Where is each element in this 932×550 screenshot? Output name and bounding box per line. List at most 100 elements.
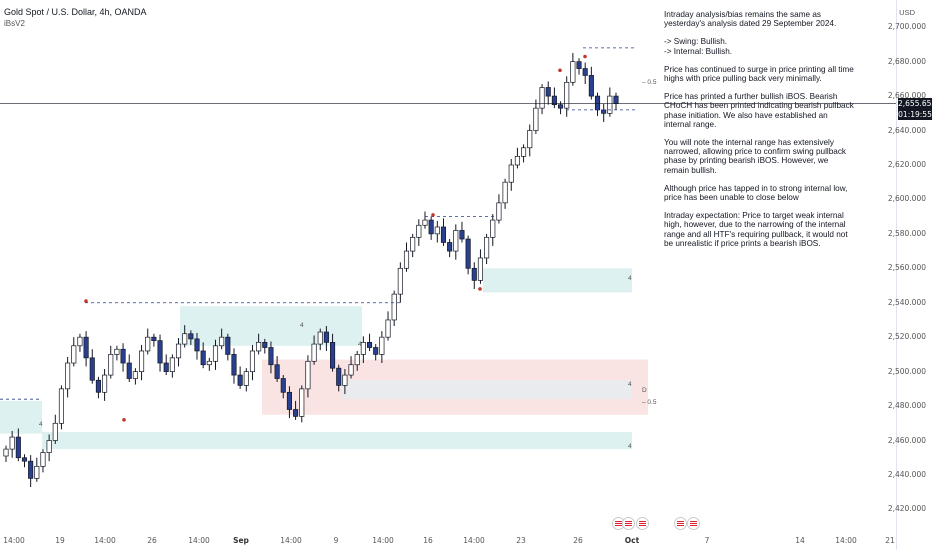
time-tick-label: 16 (423, 536, 433, 545)
bearish-candle (471, 267, 477, 281)
bullish-candle (348, 364, 354, 376)
bearish-candle (459, 230, 465, 240)
bullish-candle (206, 360, 212, 366)
bearish-candle (293, 409, 299, 417)
bullish-candle (9, 436, 15, 450)
price-tick-label: 2,700.000 (887, 22, 926, 32)
bullish-candle (521, 147, 527, 157)
analysis-paragraph: You will note the internal range has ext… (664, 138, 847, 175)
bullish-candle (502, 181, 508, 204)
bearish-candle (157, 340, 163, 364)
time-tick-label: 21 (885, 536, 895, 545)
bearish-candle (89, 357, 95, 381)
last-price-label: 2,655.655 (898, 98, 932, 109)
bearish-candle (588, 75, 594, 97)
us-flag-event-icon[interactable] (636, 517, 649, 530)
us-flag-event-icon[interactable] (622, 517, 635, 530)
bullish-candle (3, 448, 9, 457)
demand-zone (483, 268, 632, 293)
bar-countdown-label: 01:19:55 (898, 109, 932, 120)
bullish-candle (508, 164, 514, 183)
bearish-candle (194, 338, 200, 352)
price-tick-label: 2,560.000 (887, 263, 926, 273)
swing-point-marker (583, 54, 587, 59)
bearish-candle (613, 95, 619, 104)
bearish-candle (28, 460, 34, 479)
time-tick-label: 26 (573, 536, 583, 545)
bearish-candle (545, 87, 551, 97)
bearish-candle (231, 354, 237, 376)
bullish-candle (410, 236, 416, 252)
bullish-candle (219, 336, 225, 347)
bullish-candle (169, 357, 175, 372)
bullish-candle (416, 224, 422, 238)
time-tick-label: 14:00 (3, 536, 25, 545)
bearish-candle (576, 61, 582, 69)
bearish-candle (465, 238, 471, 269)
fib-half-label: – 0.5 (642, 79, 657, 86)
bearish-candle (323, 331, 329, 343)
us-flag-event-icon[interactable] (687, 517, 700, 530)
us-flag-event-icon[interactable] (674, 517, 687, 530)
price-tick-label: 2,480.000 (887, 401, 926, 411)
bearish-candle (582, 68, 588, 76)
bullish-candle (379, 336, 385, 355)
analysis-paragraph: Price has continued to surge in price pr… (664, 64, 854, 84)
bullish-candle (477, 257, 483, 281)
bullish-candle (65, 362, 71, 390)
demand-zone (342, 380, 632, 400)
bullish-candle (132, 371, 138, 379)
bullish-candle (299, 388, 305, 417)
bullish-candle (40, 452, 46, 467)
bearish-candle (551, 95, 557, 106)
bullish-candle (397, 267, 403, 295)
bullish-candle (570, 61, 576, 83)
bearish-candle (274, 364, 280, 379)
indicator-label[interactable]: iBsV2 (4, 19, 25, 28)
bearish-candle (268, 347, 274, 366)
bearish-candle (120, 348, 126, 364)
bullish-candle (422, 219, 428, 226)
currency-label[interactable]: USD (899, 8, 915, 17)
bearish-candle (151, 336, 157, 341)
bullish-candle (453, 230, 459, 252)
price-tick-label: 2,640.000 (887, 125, 926, 135)
price-tick-label: 2,660.000 (887, 91, 926, 101)
bullish-candle (514, 156, 520, 166)
swing-point-marker (558, 68, 562, 73)
bullish-candle (385, 319, 391, 338)
bullish-candle (114, 348, 120, 355)
bearish-candle (163, 362, 169, 372)
bullish-candle (34, 465, 40, 479)
bearish-candle (15, 436, 21, 459)
bullish-candle (145, 336, 151, 352)
swing-point-marker (478, 287, 482, 291)
bearish-candle (428, 219, 434, 235)
zone-label: 4 (628, 443, 632, 450)
time-tick-label: 14:00 (188, 536, 210, 545)
swing-point-marker (122, 418, 126, 422)
bearish-candle (280, 378, 286, 393)
bullish-candle (354, 354, 360, 366)
bearish-candle (126, 362, 132, 379)
time-tick-label: Sep (233, 536, 249, 545)
symbol-title[interactable]: Gold Spot / U.S. Dollar, 4h, OANDA (4, 7, 147, 17)
bearish-candle (440, 226, 447, 243)
price-tick-label: 2,440.000 (887, 469, 926, 479)
bullish-candle (311, 343, 317, 362)
bullish-candle (342, 374, 348, 386)
bullish-candle (256, 342, 262, 352)
bullish-candle (484, 236, 490, 259)
time-tick-label: 9 (333, 536, 339, 545)
bullish-candle (182, 333, 188, 345)
bullish-candle (391, 293, 397, 321)
bullish-candle (46, 440, 52, 453)
time-tick-label: 14:00 (280, 536, 302, 545)
analysis-paragraph: Although price has tapped in to strong i… (664, 183, 848, 203)
bearish-candle (373, 347, 379, 355)
bearish-candle (286, 391, 292, 410)
time-tick-label: 14 (795, 536, 805, 545)
bearish-candle (366, 342, 373, 348)
time-tick-label: 14:00 (94, 536, 116, 545)
